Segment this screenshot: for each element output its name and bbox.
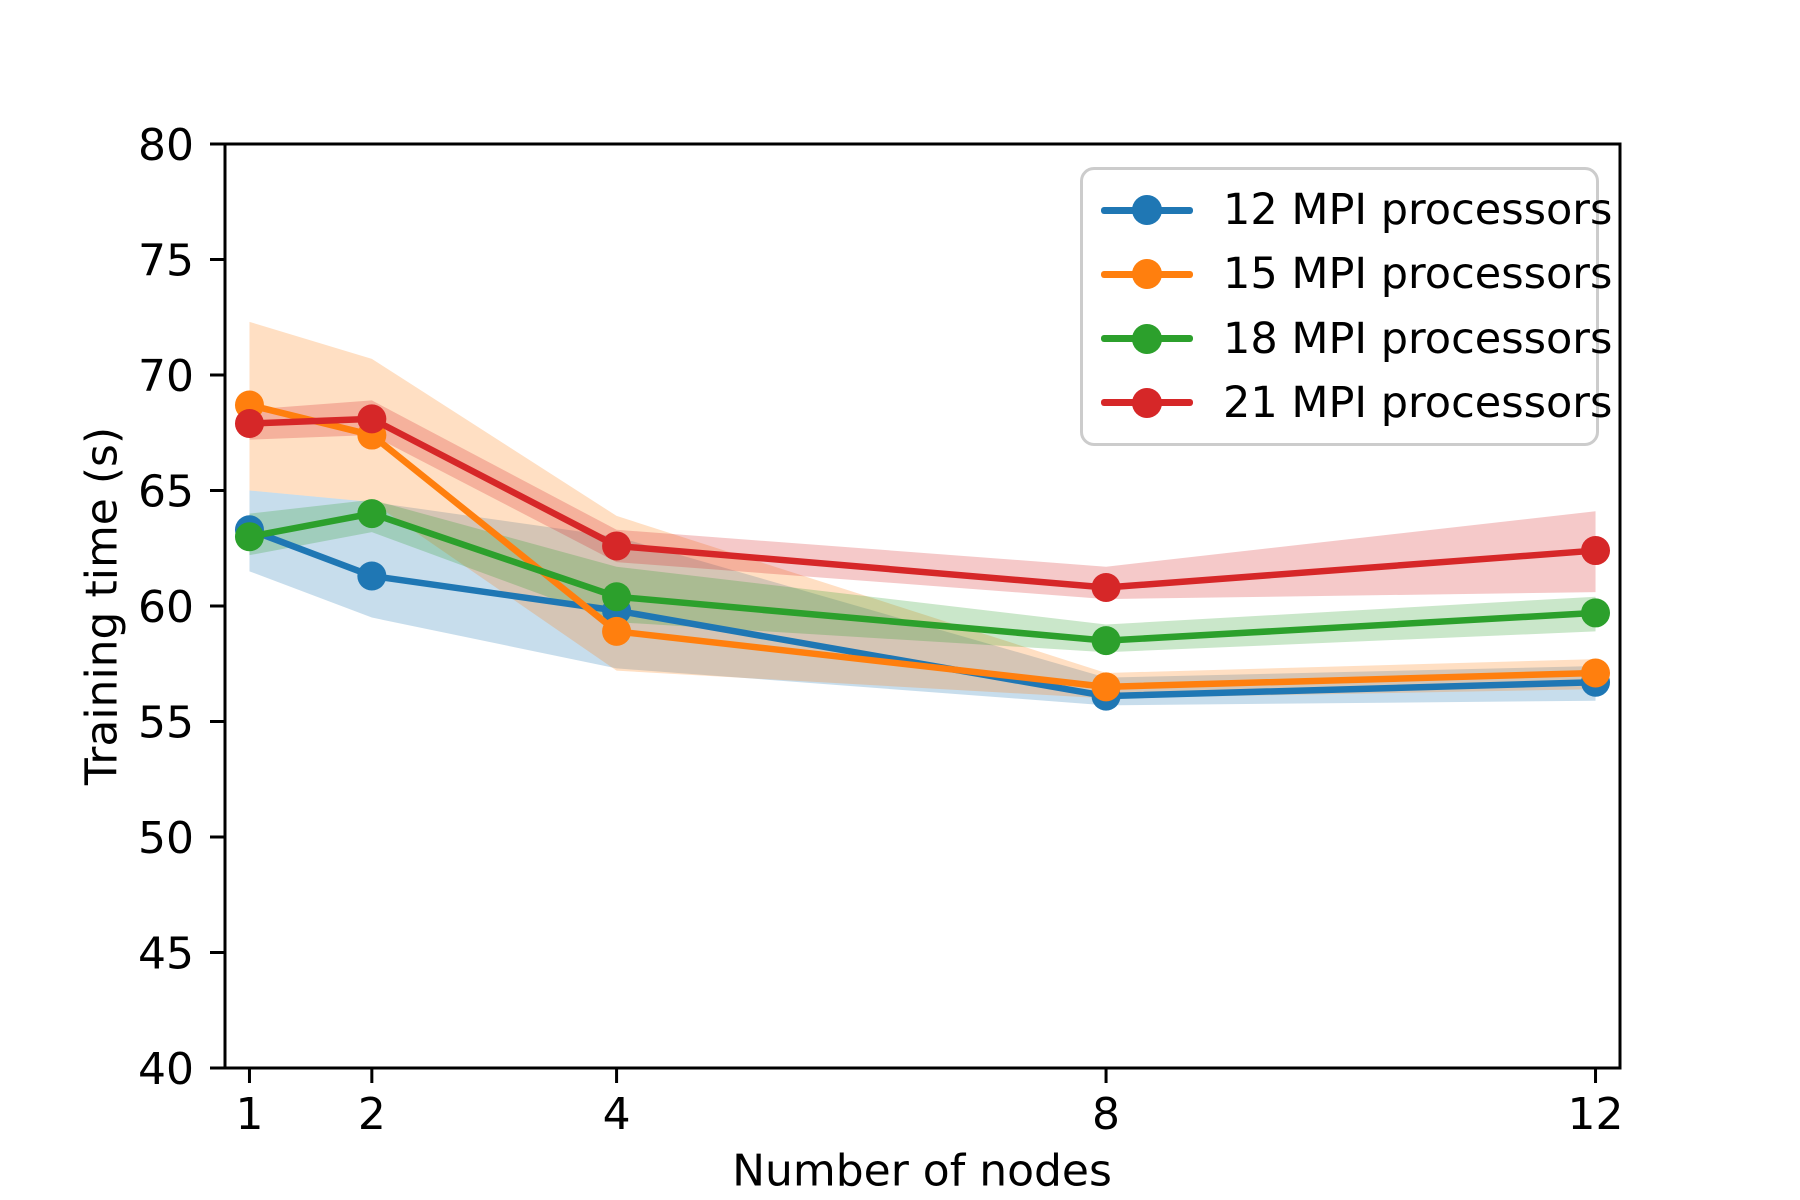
data-point-21-mpi-processors-x2 — [357, 404, 387, 434]
y-tick-label: 80 — [138, 120, 194, 171]
data-point-21-mpi-processors-x4 — [602, 531, 632, 561]
legend-label: 12 MPI processors — [1223, 185, 1613, 236]
x-tick-label: 4 — [603, 1089, 631, 1140]
series-18-mpi-processors — [234, 499, 1611, 656]
legend-line-marker-sample — [1101, 195, 1193, 226]
legend-label: 21 MPI processors — [1223, 377, 1613, 428]
legend-marker-dot — [1132, 195, 1162, 226]
data-point-21-mpi-processors-x1 — [234, 409, 264, 439]
data-point-15-mpi-processors-x4 — [602, 616, 632, 646]
legend-line-marker-sample — [1101, 387, 1193, 418]
legend-label: 18 MPI processors — [1223, 313, 1613, 364]
y-tick-label: 45 — [138, 929, 194, 980]
data-point-18-mpi-processors-x1 — [234, 522, 264, 552]
y-tick-label: 75 — [138, 236, 194, 287]
y-axis-label: Training time (s) — [76, 426, 128, 786]
data-point-15-mpi-processors-x12 — [1581, 658, 1611, 688]
y-tick-label: 60 — [138, 582, 194, 633]
y-tick-label: 55 — [138, 698, 194, 749]
legend-line-marker-sample — [1101, 323, 1193, 354]
data-point-21-mpi-processors-x12 — [1581, 536, 1611, 566]
legend-item-12-mpi-processors: 12 MPI processors — [1101, 179, 1612, 241]
legend-marker-dot — [1132, 387, 1162, 418]
confidence-band-12-mpi-processors — [249, 490, 1596, 706]
legend-item-21-mpi-processors: 21 MPI processors — [1101, 372, 1612, 434]
x-tick-label: 12 — [1568, 1089, 1624, 1140]
legend-line-marker-sample — [1101, 259, 1193, 290]
x-tick-label: 8 — [1092, 1089, 1120, 1140]
legend: 12 MPI processors 15 MPI processors 18 MPI… — [1080, 167, 1612, 446]
data-point-18-mpi-processors-x8 — [1091, 626, 1121, 656]
legend-marker-dot — [1132, 259, 1162, 290]
x-tick-label: 1 — [235, 1089, 263, 1140]
series-15-mpi-processors — [234, 390, 1611, 702]
data-point-21-mpi-processors-x8 — [1091, 573, 1121, 603]
y-tick-label: 70 — [138, 351, 194, 402]
legend-marker-dot — [1132, 323, 1162, 354]
y-tick-label: 65 — [138, 467, 194, 518]
y-tick-label: 50 — [138, 813, 194, 864]
data-point-18-mpi-processors-x12 — [1581, 598, 1611, 628]
series-21-mpi-processors — [234, 404, 1611, 603]
x-axis-label: Number of nodes — [732, 1145, 1112, 1197]
y-tick-label: 40 — [138, 1044, 194, 1095]
data-point-15-mpi-processors-x8 — [1091, 672, 1121, 702]
x-tick-label: 2 — [358, 1089, 386, 1140]
legend-label: 15 MPI processors — [1223, 249, 1613, 300]
legend-item-18-mpi-processors: 18 MPI processors — [1101, 308, 1612, 370]
legend-item-15-mpi-processors: 15 MPI processors — [1101, 243, 1612, 305]
confidence-band-21-mpi-processors — [249, 400, 1596, 600]
data-point-12-mpi-processors-x2 — [357, 561, 387, 591]
data-point-18-mpi-processors-x2 — [357, 499, 387, 529]
data-point-18-mpi-processors-x4 — [602, 582, 632, 612]
